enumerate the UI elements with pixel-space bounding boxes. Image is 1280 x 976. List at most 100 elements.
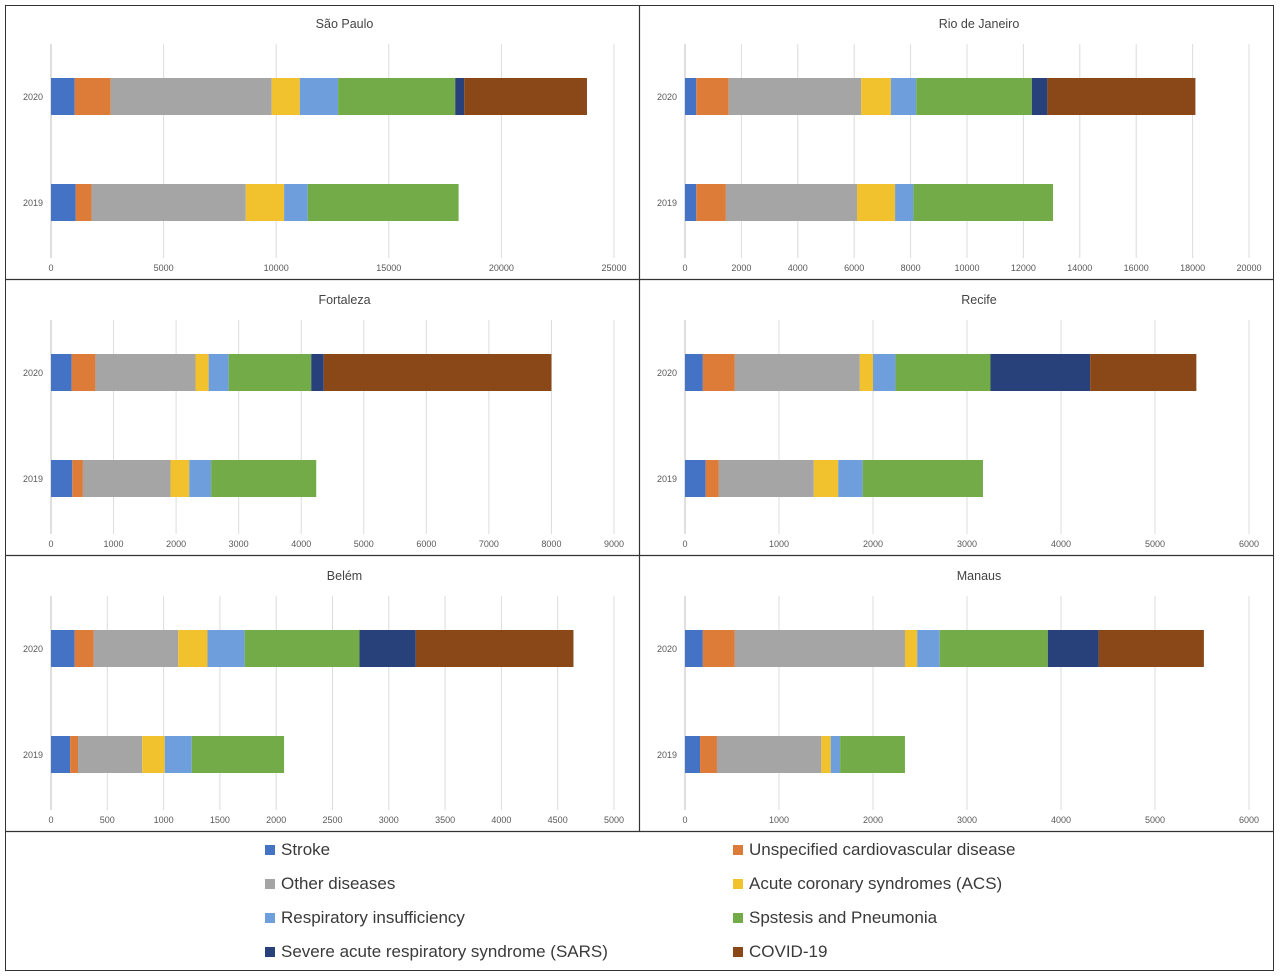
bar-acute-coronary-syndromes-acs-2020: [178, 630, 208, 667]
legend-item-unspecified-cardiovascular-disease: Unspecified cardiovascular disease: [733, 840, 1015, 860]
y-category-label: 2019: [657, 198, 677, 208]
bar-stroke-2019: [51, 736, 71, 773]
bar-respiratory-insufficiency-2019: [830, 736, 841, 773]
bar-acute-coronary-syndromes-acs-2019: [245, 184, 285, 221]
legend-label: Other diseases: [281, 874, 396, 893]
legend-label: Respiratory insufficiency: [281, 908, 465, 927]
bar-other-diseases-2020: [728, 78, 862, 115]
x-tick-label: 2000: [863, 539, 883, 549]
x-tick-label: 5000: [154, 263, 174, 273]
bar-respiratory-insufficiency-2019: [164, 736, 192, 773]
bar-acute-coronary-syndromes-acs-2020: [861, 78, 891, 115]
y-category-label: 2019: [657, 750, 677, 760]
x-tick-label: 25000: [601, 263, 626, 273]
bar-unspecified-cardiovascular-disease-2020: [702, 630, 735, 667]
bar-respiratory-insufficiency-2019: [838, 460, 863, 497]
bar-covid-19-2020: [323, 354, 552, 391]
y-category-label: 2019: [657, 474, 677, 484]
x-tick-label: 6000: [844, 263, 864, 273]
x-tick-label: 3000: [957, 539, 977, 549]
y-category-label: 2019: [23, 750, 43, 760]
legend-item-covid-19: COVID-19: [733, 942, 827, 962]
y-category-label: 2020: [23, 92, 43, 102]
bar-spstesis-and-pneumonia-2019: [307, 184, 459, 221]
bar-spstesis-and-pneumonia-2020: [244, 630, 360, 667]
bar-acute-coronary-syndromes-acs-2020: [859, 354, 873, 391]
x-tick-label: 2000: [863, 815, 883, 825]
bar-other-diseases-2020: [93, 630, 179, 667]
legend-swatch: [733, 879, 743, 889]
bar-spstesis-and-pneumonia-2019: [840, 736, 905, 773]
bar-respiratory-insufficiency-2019: [284, 184, 308, 221]
x-tick-label: 4500: [548, 815, 568, 825]
bar-stroke-2020: [51, 78, 75, 115]
bar-spstesis-and-pneumonia-2019: [211, 460, 317, 497]
bar-acute-coronary-syndromes-acs-2020: [195, 354, 209, 391]
legend-swatch: [265, 947, 275, 957]
chart-title: São Paulo: [316, 17, 374, 31]
bar-covid-19-2020: [415, 630, 574, 667]
bar-other-diseases-2020: [734, 630, 905, 667]
bar-acute-coronary-syndromes-acs-2020: [904, 630, 918, 667]
chart-title: Recife: [961, 293, 996, 307]
bar-respiratory-insufficiency-2020: [207, 630, 245, 667]
legend-swatch: [265, 879, 275, 889]
chart-belem: Belém 0 500 1000 1500 2000 2500 3000 3500 4000 450…: [23, 569, 624, 825]
legend-swatch: [265, 913, 275, 923]
x-tick-label: 1000: [154, 815, 174, 825]
x-tick-label: 5000: [604, 815, 624, 825]
bar-stroke-2020: [685, 354, 703, 391]
bar-acute-coronary-syndromes-acs-2019: [170, 460, 190, 497]
x-tick-label: 16000: [1124, 263, 1149, 273]
bar-stroke-2019: [685, 460, 706, 497]
x-tick-label: 0: [682, 815, 687, 825]
x-tick-label: 20000: [1236, 263, 1261, 273]
x-tick-label: 8000: [541, 539, 561, 549]
chart-title: Belém: [327, 569, 362, 583]
x-tick-label: 0: [682, 263, 687, 273]
bar-respiratory-insufficiency-2020: [890, 78, 917, 115]
x-tick-label: 4000: [291, 539, 311, 549]
y-category-label: 2019: [23, 474, 43, 484]
x-tick-label: 500: [100, 815, 115, 825]
x-tick-label: 1000: [104, 539, 124, 549]
legend-item-respiratory-insufficiency: Respiratory insufficiency: [265, 908, 465, 928]
bar-spstesis-and-pneumonia-2020: [939, 630, 1048, 667]
legend-label: Unspecified cardiovascular disease: [749, 840, 1016, 859]
bar-covid-19-2020: [1098, 630, 1204, 667]
x-tick-label: 0: [48, 263, 53, 273]
bar-acute-coronary-syndromes-acs-2019: [142, 736, 165, 773]
legend-swatch: [733, 913, 743, 923]
bar-covid-19-2020: [464, 78, 587, 115]
bar-unspecified-cardiovascular-disease-2019: [700, 736, 717, 773]
bar-unspecified-cardiovascular-disease-2019: [72, 460, 83, 497]
x-tick-label: 5000: [354, 539, 374, 549]
x-tick-label: 8000: [901, 263, 921, 273]
bar-other-diseases-2019: [91, 184, 246, 221]
legend: Stroke Unspecified cardiovascular disease…: [6, 832, 1274, 970]
bar-stroke-2019: [685, 184, 697, 221]
x-tick-label: 2000: [266, 815, 286, 825]
bar-acute-coronary-syndromes-acs-2019: [857, 184, 896, 221]
x-tick-label: 1500: [210, 815, 230, 825]
x-tick-label: 4000: [1051, 539, 1071, 549]
bar-spstesis-and-pneumonia-2019: [191, 736, 285, 773]
legend-swatch: [733, 947, 743, 957]
x-tick-label: 0: [682, 539, 687, 549]
x-tick-label: 4000: [788, 263, 808, 273]
legend-label: Spstesis and Pneumonia: [749, 908, 938, 927]
bar-stroke-2019: [51, 184, 76, 221]
bar-stroke-2020: [51, 354, 72, 391]
chart-sao-paulo: São Paulo 0 5000 10000 15000 20000 25000 2020 20…: [23, 17, 627, 273]
bar-covid-19-2020: [1047, 78, 1196, 115]
y-category-label: 2020: [657, 368, 677, 378]
bar-spstesis-and-pneumonia-2020: [895, 354, 991, 391]
x-tick-label: 4000: [491, 815, 511, 825]
bar-unspecified-cardiovascular-disease-2020: [74, 630, 94, 667]
bar-other-diseases-2020: [734, 354, 860, 391]
x-tick-label: 7000: [479, 539, 499, 549]
legend-label: COVID-19: [749, 942, 828, 961]
bar-unspecified-cardiovascular-disease-2019: [70, 736, 79, 773]
y-category-label: 2020: [657, 92, 677, 102]
